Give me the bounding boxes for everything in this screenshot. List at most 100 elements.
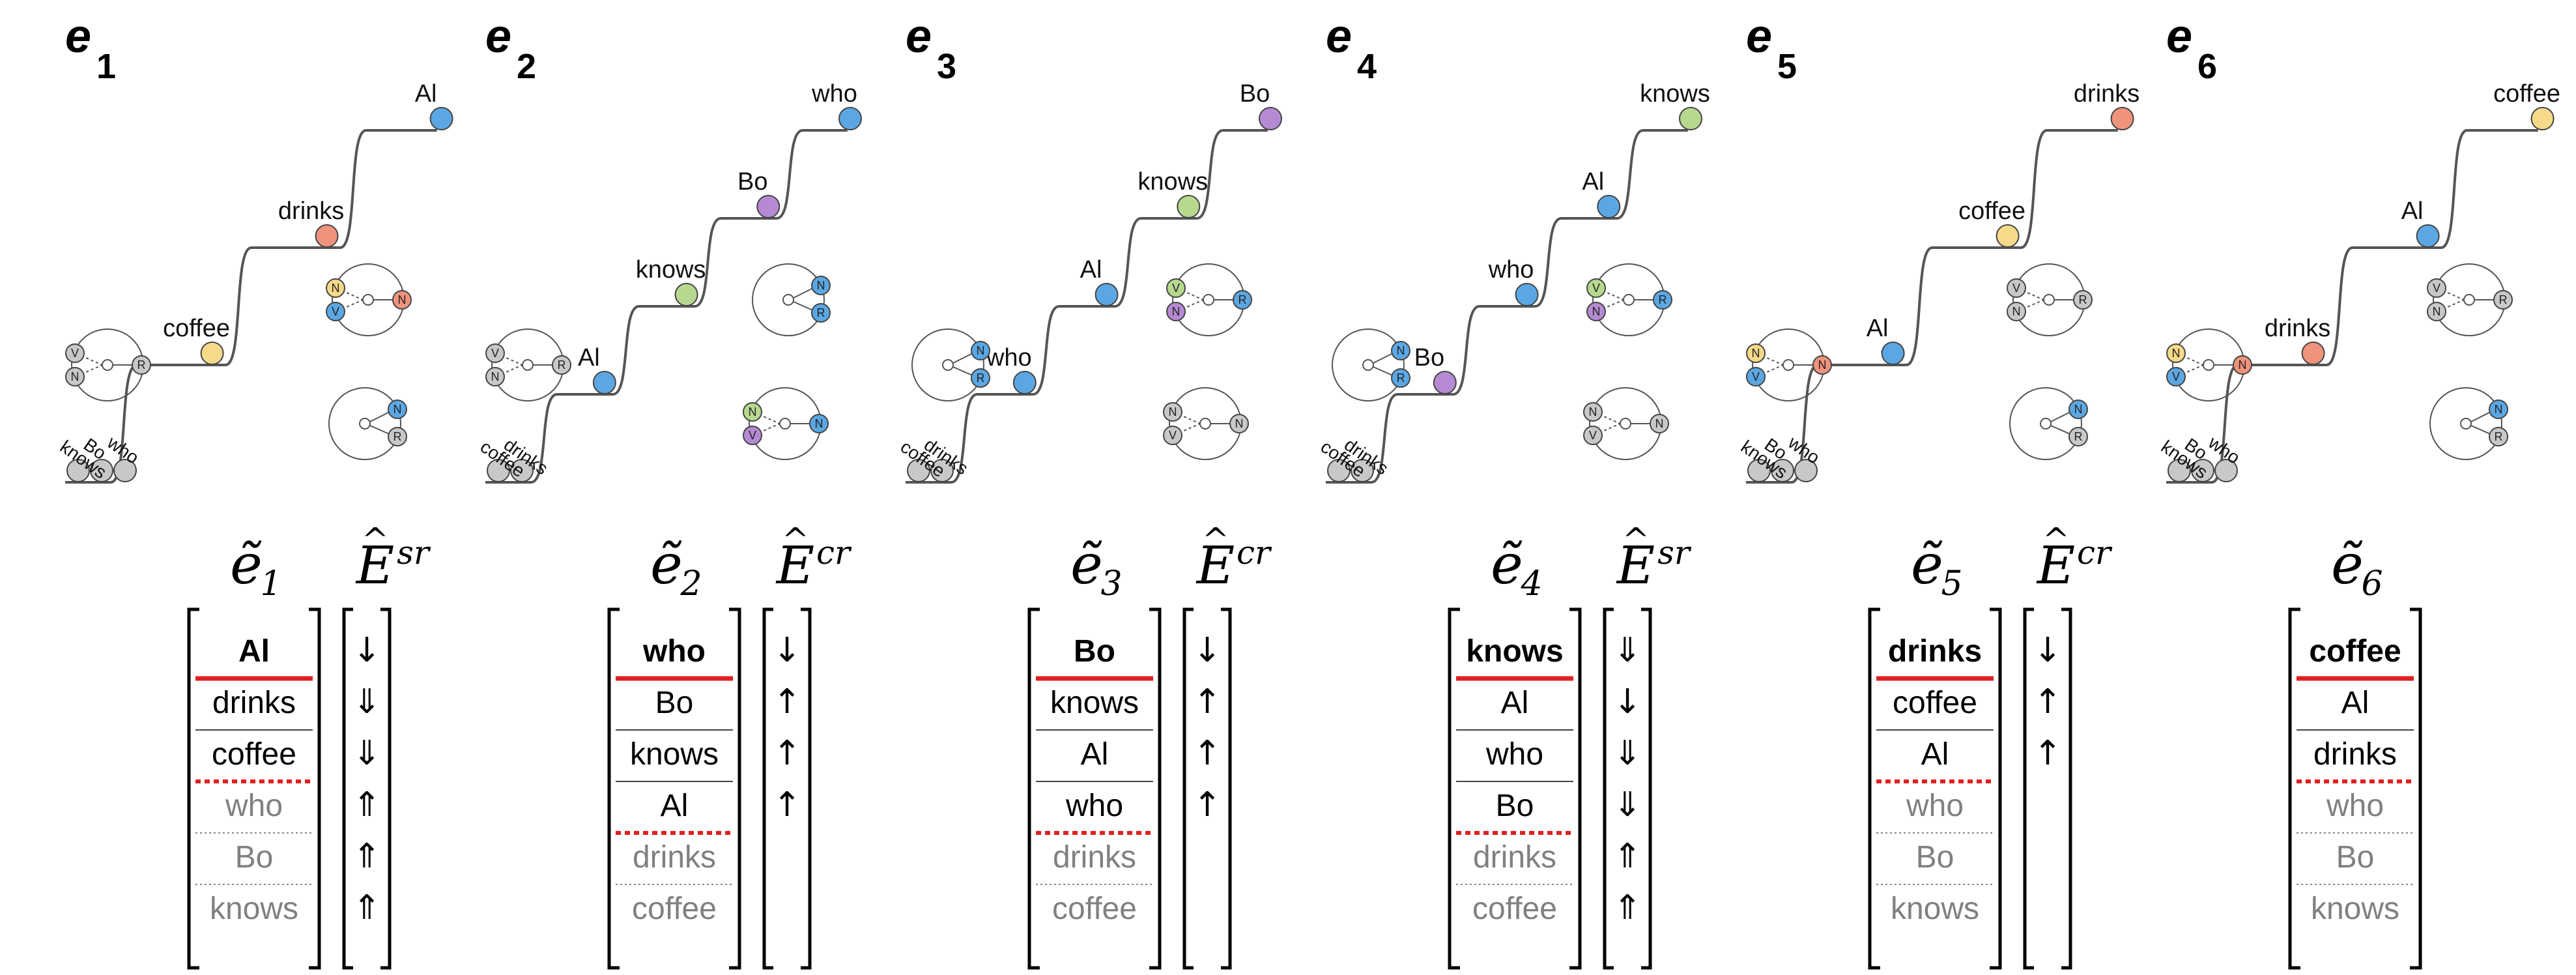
op-arrow: ⇓ (1613, 785, 1642, 824)
svg-text:Al: Al (578, 344, 600, 371)
svg-text:1: 1 (260, 564, 281, 604)
svg-text:N: N (1818, 358, 1827, 371)
op-arrow: ↑ (1193, 734, 1222, 773)
left-bracket (1448, 607, 1460, 970)
svg-text:knows: knows (1138, 168, 1208, 196)
stack-word: Al (1081, 737, 1109, 772)
op-arrow: ⇓ (352, 734, 381, 773)
stack-word: coffee (1052, 892, 1137, 926)
svg-text:E: E (1195, 535, 1235, 596)
role-circle: VN R (65, 328, 151, 401)
svg-text:E: E (2036, 535, 2075, 596)
svg-text:^: ^ (1622, 521, 1650, 559)
svg-text:ẽ: ẽ (230, 532, 263, 596)
svg-text:V: V (749, 429, 756, 442)
op-arrow: ↑ (773, 785, 801, 824)
svg-text:Al: Al (1080, 256, 1102, 284)
svg-text:N: N (817, 279, 825, 292)
svg-text:^: ^ (782, 521, 809, 559)
stack-word: coffee (2309, 634, 2401, 669)
svg-text:knows: knows (1640, 80, 1710, 108)
stack-word: drinks (633, 840, 716, 875)
svg-text:knows: knows (636, 256, 706, 284)
svg-text:Al: Al (1867, 315, 1889, 342)
svg-text:R: R (2074, 430, 2083, 443)
stack-word: Bo (1916, 840, 1954, 875)
role-circle: NVN (326, 263, 412, 336)
svg-text:N: N (749, 405, 757, 418)
svg-text:5: 5 (1941, 564, 1962, 604)
step-word-coffee: coffee (2493, 80, 2560, 130)
stack-word: knows (630, 737, 719, 772)
svg-text:^: ^ (362, 521, 389, 559)
stack-word: knows (1050, 686, 1139, 720)
svg-text:e: e (1746, 10, 1772, 63)
svg-text:ẽ: ẽ (1491, 532, 1523, 596)
svg-text:e: e (906, 10, 932, 63)
step-word-Al: Al (578, 344, 616, 394)
svg-text:R: R (394, 430, 402, 443)
stack-word: Bo (1496, 789, 1534, 823)
role-circle: NVN (743, 387, 829, 460)
svg-text:cr: cr (1237, 534, 1272, 572)
left-bracket (607, 607, 620, 970)
role-circle: VN R (2427, 263, 2513, 336)
operator-header: E^ cr (1195, 521, 1272, 596)
svg-text:N: N (2239, 358, 2247, 371)
stack-header: ẽ6 (2331, 532, 2383, 604)
right-bracket (1149, 607, 1162, 970)
svg-text:N: N (977, 344, 985, 357)
svg-text:E: E (355, 535, 394, 596)
op-arrow: ↑ (1193, 785, 1222, 824)
svg-text:E: E (1616, 535, 1655, 596)
step-word-who: who (986, 344, 1037, 394)
stack-word: drinks (212, 686, 296, 720)
op-left-bracket (1182, 607, 1194, 970)
role-circle: NR (328, 387, 407, 460)
stack-word: knows (210, 892, 298, 926)
svg-text:e: e (485, 10, 511, 63)
svg-text:drinks: drinks (2265, 315, 2330, 342)
svg-text:coffee: coffee (163, 315, 230, 342)
svg-text:V: V (1169, 429, 1177, 442)
stack-word: Al (661, 789, 689, 823)
svg-text:4: 4 (1357, 47, 1377, 86)
left-bracket (2288, 607, 2300, 970)
step-word-knows: knows (636, 256, 706, 306)
op-arrow: ↑ (773, 682, 801, 721)
stack-word: Al (1921, 737, 1949, 772)
stack-word: coffee (632, 892, 717, 926)
op-left-bracket (762, 607, 773, 970)
stack-word: knows (1466, 634, 1563, 669)
svg-text:5: 5 (1777, 47, 1797, 86)
staircase-line (1326, 129, 1688, 484)
staircase-line (485, 129, 848, 484)
svg-text:4: 4 (1520, 564, 1542, 604)
svg-text:Al: Al (415, 80, 437, 108)
role-circle: NR (2009, 387, 2088, 460)
svg-text:N: N (2012, 305, 2021, 318)
right-bracket (1569, 607, 1582, 970)
svg-text:2: 2 (680, 564, 702, 604)
step-word-coffee: coffee (1958, 197, 2025, 248)
op-arrow: ⇑ (352, 888, 381, 927)
svg-text:N: N (2074, 403, 2083, 416)
svg-text:who: who (986, 344, 1032, 371)
stack-word: knows (1891, 892, 1979, 926)
role-circle: NR (1332, 328, 1410, 401)
stack-word: Al (2341, 686, 2369, 720)
svg-text:V: V (1589, 429, 1597, 442)
op-right-bracket (1641, 607, 1652, 970)
svg-text:R: R (1238, 293, 1247, 306)
stack-word: drinks (1888, 634, 1982, 669)
stack-word: Al (238, 634, 270, 669)
svg-text:V: V (2172, 370, 2180, 383)
stack-word: who (1485, 737, 1543, 772)
op-arrow: ↑ (2033, 734, 2062, 773)
role-circle: NR (752, 263, 831, 336)
role-circle: NVN (2166, 328, 2252, 401)
step-word-Bo: Bo (737, 168, 780, 218)
op-arrow: ⇓ (352, 682, 381, 721)
stack-header: ẽ5 (1911, 532, 1962, 604)
